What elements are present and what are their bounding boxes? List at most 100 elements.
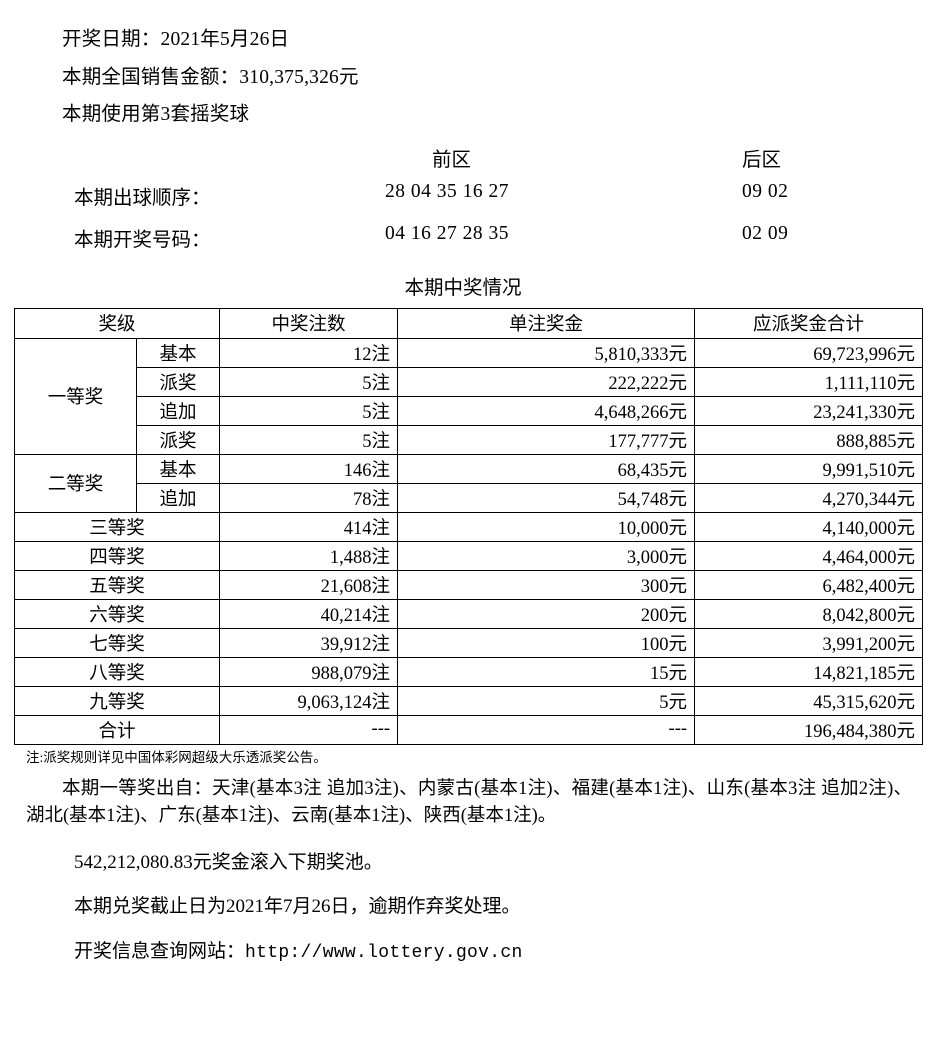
front-zone-label: 前区 [432,149,472,171]
column-header-unit-prize: 单注奖金 [397,307,696,339]
total-prize: 14,821,185元 [694,656,924,687]
column-header-grade: 奖级 [13,307,221,339]
win-count: 1,488注 [219,540,399,571]
win-count: 21,608注 [219,569,399,600]
win-count: 12注 [219,337,399,368]
total-prize: 4,140,000元 [694,511,924,542]
sub-label: 派奖 [135,424,221,455]
win-count: 5注 [219,395,399,426]
total-prize: 6,482,400元 [694,569,924,600]
unit-prize: 177,777元 [397,424,696,455]
grade-label: 六等奖 [13,598,221,629]
table-row: 追加 5注 4,648,266元 23,241,330元 [15,395,924,426]
unit-prize: --- [397,714,696,745]
prize-rule-note: 注:派奖规则详见中国体彩网超级大乐透派奖公告。 [26,749,327,765]
sub-label: 基本 [135,453,221,484]
grade-label: 四等奖 [13,540,221,571]
win-count: --- [219,714,399,745]
prize-table: 奖级 中奖注数 单注奖金 应派奖金合计 一等奖 基本 12注 5,810,333… [13,307,924,745]
table-row: 一等奖 基本 12注 5,810,333元 69,723,996元 [14,337,924,455]
table-header-row: 奖级 中奖注数 单注奖金 应派奖金合计 [13,307,924,339]
table-row: 派奖 5注 177,777元 888,885元 [15,424,924,455]
sub-label: 追加 [135,395,221,426]
win-count: 78注 [219,482,399,513]
total-prize: 9,991,510元 [694,453,924,484]
unit-prize: 5元 [397,685,696,716]
back-zone-label: 后区 [742,149,782,171]
column-header-count: 中奖注数 [219,307,399,339]
unit-prize: 15元 [397,656,696,687]
table-row-total: 合计 --- --- 196,484,380元 [13,714,924,745]
table-row: 九等奖 9,063,124注 5元 45,315,620元 [13,685,924,716]
win-count: 146注 [219,453,399,484]
total-prize: 23,241,330元 [694,395,924,426]
unit-prize: 100元 [397,627,696,658]
win-count: 414注 [219,511,399,542]
unit-prize: 200元 [397,598,696,629]
zone-heading-row: 前区 后区 [14,143,922,173]
win-count: 9,063,124注 [219,685,399,716]
table-row: 六等奖 40,214注 200元 8,042,800元 [13,598,924,629]
ball-order-label: 本期出球顺序： [74,187,211,209]
website-label: 开奖信息查询网站： [74,941,246,963]
website-note: 开奖信息查询网站：http://www.lottery.gov.cn [14,941,922,965]
grade-label: 五等奖 [13,569,221,600]
unit-prize: 300元 [397,569,696,600]
total-prize: 8,042,800元 [694,598,924,629]
table-row: 派奖 5注 222,222元 1,111,110元 [15,366,924,397]
grade-label: 九等奖 [13,685,221,716]
ball-set-line: 本期使用第3套摇奖球 [62,104,250,125]
win-count: 39,912注 [219,627,399,658]
table-row: 七等奖 39,912注 100元 3,991,200元 [13,627,924,658]
website-url: http://www.lottery.gov.cn [245,943,523,964]
ball-order-front-numbers: 28 04 35 16 27 [385,180,509,202]
unit-prize: 4,648,266元 [397,395,696,426]
rollover-note: 542,212,080.83元奖金滚入下期奖池。 [74,851,383,873]
table-row: 八等奖 988,079注 15元 14,821,185元 [13,656,924,687]
unit-prize: 54,748元 [397,482,696,513]
total-prize: 196,484,380元 [694,714,924,745]
table-row: 三等奖 414注 10,000元 4,140,000元 [13,511,924,542]
sub-label: 追加 [135,482,221,513]
national-sales-line: 本期全国销售金额：310,375,326元 [62,66,359,88]
grade-label: 八等奖 [13,656,221,687]
sub-label: 派奖 [135,366,221,397]
win-count: 5注 [219,366,399,397]
grade-label: 三等奖 [13,511,221,542]
unit-prize: 68,435元 [397,453,696,484]
total-prize: 4,270,344元 [694,482,924,513]
table-row: 追加 78注 54,748元 4,270,344元 [15,482,924,513]
winning-front-numbers: 04 16 27 28 35 [385,222,509,244]
total-prize: 4,464,000元 [694,540,924,571]
claim-deadline-note: 本期兑奖截止日为2021年7月26日，逾期作弃奖处理。 [74,896,521,918]
total-prize: 69,723,996元 [694,337,924,368]
header-block: 开奖日期：2021年5月26日 本期全国销售金额：310,375,326元 本期… [14,30,922,125]
total-prize: 1,111,110元 [694,366,924,397]
winning-number-label: 本期开奖号码： [74,229,211,251]
total-prize: 45,315,620元 [694,685,924,716]
table-row: 四等奖 1,488注 3,000元 4,464,000元 [13,540,924,571]
table-row: 二等奖 基本 146注 68,435元 9,991,510元 [14,453,924,513]
grade-label-second-prize: 二等奖 [14,453,137,513]
win-count: 40,214注 [219,598,399,629]
grade-label-first-prize: 一等奖 [14,337,137,455]
sub-label: 基本 [135,337,221,368]
prize-table-title: 本期中奖情况 [404,277,522,299]
unit-prize: 5,810,333元 [397,337,696,368]
unit-prize: 10,000元 [397,511,696,542]
grade-label: 七等奖 [13,627,221,658]
unit-prize: 3,000元 [397,540,696,571]
win-count: 5注 [219,424,399,455]
total-prize: 3,991,200元 [694,627,924,658]
grade-label-total: 合计 [13,714,221,745]
column-header-total-prize: 应派奖金合计 [694,307,924,339]
draw-date-line: 开奖日期：2021年5月26日 [62,29,290,50]
total-prize: 888,885元 [694,424,924,455]
win-count: 988,079注 [219,656,399,687]
first-prize-origin-note: 本期一等奖出自：天津(基本3注 追加3注)、内蒙古(基本1注)、福建(基本1注)… [26,779,912,826]
table-row: 五等奖 21,608注 300元 6,482,400元 [13,569,924,600]
ball-order-back-numbers: 09 02 [742,180,789,202]
unit-prize: 222,222元 [397,366,696,397]
ball-order-row: 本期出球顺序： 28 04 35 16 27 09 02 [14,181,922,213]
